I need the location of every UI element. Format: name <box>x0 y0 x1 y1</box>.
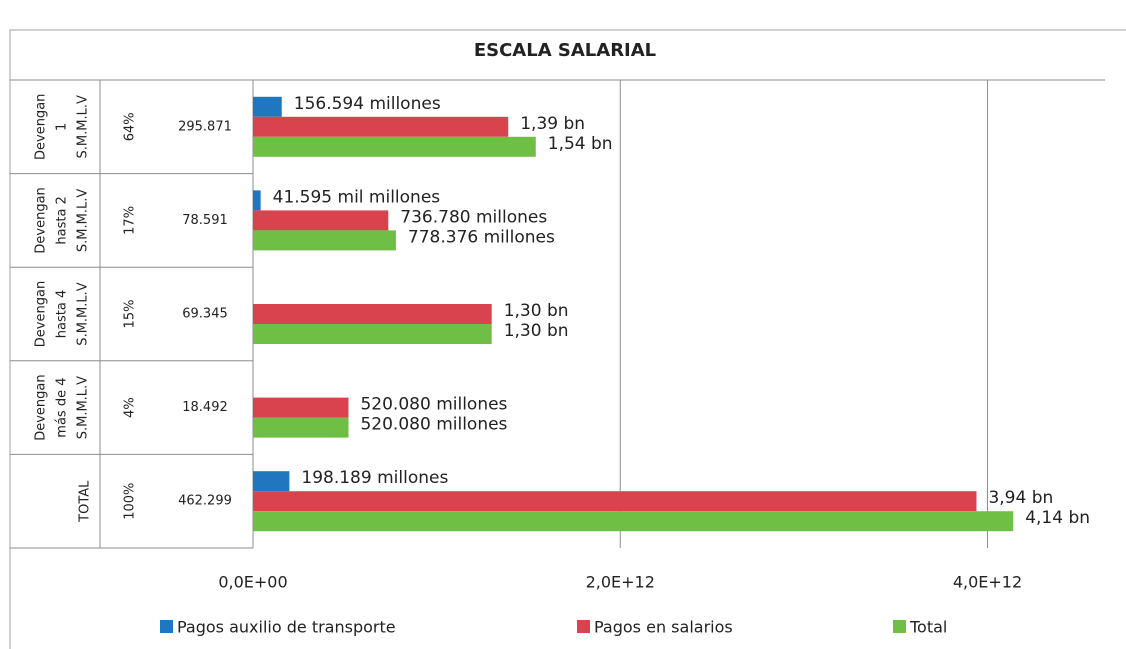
value-label: 778.376 millones <box>408 227 555 247</box>
category-label: Devengan <box>34 187 49 253</box>
bar <box>253 324 492 344</box>
value-label: 736.780 millones <box>400 207 547 227</box>
percentage-label: 64% <box>123 112 138 141</box>
chart-title: ESCALA SALARIAL <box>474 40 656 61</box>
value-label: 198.189 millones <box>301 468 448 488</box>
value-label: 1,54 bn <box>548 134 613 154</box>
category-label: Devengan <box>34 374 49 440</box>
percentage-label: 15% <box>123 300 138 329</box>
percentage-label: 17% <box>123 206 138 235</box>
legend-swatch <box>577 620 590 633</box>
legend-label: Pagos en salarios <box>594 618 733 637</box>
category-label: S.M.M.L.V <box>76 95 91 158</box>
count-label: 78.591 <box>182 213 228 228</box>
bar <box>253 417 349 438</box>
value-label: 156.594 millones <box>294 94 441 114</box>
bar <box>253 491 977 512</box>
count-label: 69.345 <box>182 307 228 322</box>
bar <box>253 304 492 324</box>
x-tick-label: 4,0E+12 <box>953 573 1022 592</box>
bar <box>253 210 389 231</box>
category-label: Devengan <box>34 94 49 160</box>
value-label: 520.080 millones <box>360 415 507 435</box>
value-label: 4,14 bn <box>1025 508 1090 528</box>
percentage-label: 100% <box>123 483 138 520</box>
category-label: 1 <box>55 123 70 131</box>
bar <box>253 116 509 137</box>
value-label: 1,39 bn <box>520 114 585 134</box>
legend-swatch <box>893 620 906 633</box>
bar <box>253 96 282 117</box>
value-label: 3,94 bn <box>988 488 1053 508</box>
legend-label: Pagos auxilio de transporte <box>177 618 396 637</box>
category-label: más de 4 <box>55 377 70 437</box>
x-tick-label: 0,0E+00 <box>218 573 287 592</box>
bar <box>253 230 396 251</box>
category-label: hasta 4 <box>55 290 70 338</box>
category-label: S.M.M.L.V <box>76 282 91 345</box>
category-label: Devengan <box>34 281 49 347</box>
count-label: 462.299 <box>178 494 232 509</box>
category-label: S.M.M.L.V <box>76 376 91 439</box>
bar <box>253 511 1014 532</box>
legend-swatch <box>160 620 173 633</box>
category-label: TOTAL <box>78 480 93 523</box>
bar <box>253 190 261 211</box>
chart-border <box>9 29 1126 649</box>
category-label: hasta 2 <box>55 196 70 244</box>
x-tick-label: 2,0E+12 <box>586 573 655 592</box>
category-label: S.M.M.L.V <box>76 189 91 252</box>
value-label: 1,30 bn <box>504 321 569 341</box>
value-label: 520.080 millones <box>360 395 507 415</box>
count-label: 295.871 <box>178 119 232 134</box>
legend-label: Total <box>909 618 947 637</box>
value-label: 41.595 mil millones <box>273 187 441 207</box>
bar <box>253 136 536 157</box>
bar <box>253 471 290 492</box>
value-label: 1,30 bn <box>504 301 569 321</box>
count-label: 18.492 <box>182 400 228 415</box>
bar <box>253 397 349 418</box>
percentage-label: 4% <box>123 397 138 418</box>
